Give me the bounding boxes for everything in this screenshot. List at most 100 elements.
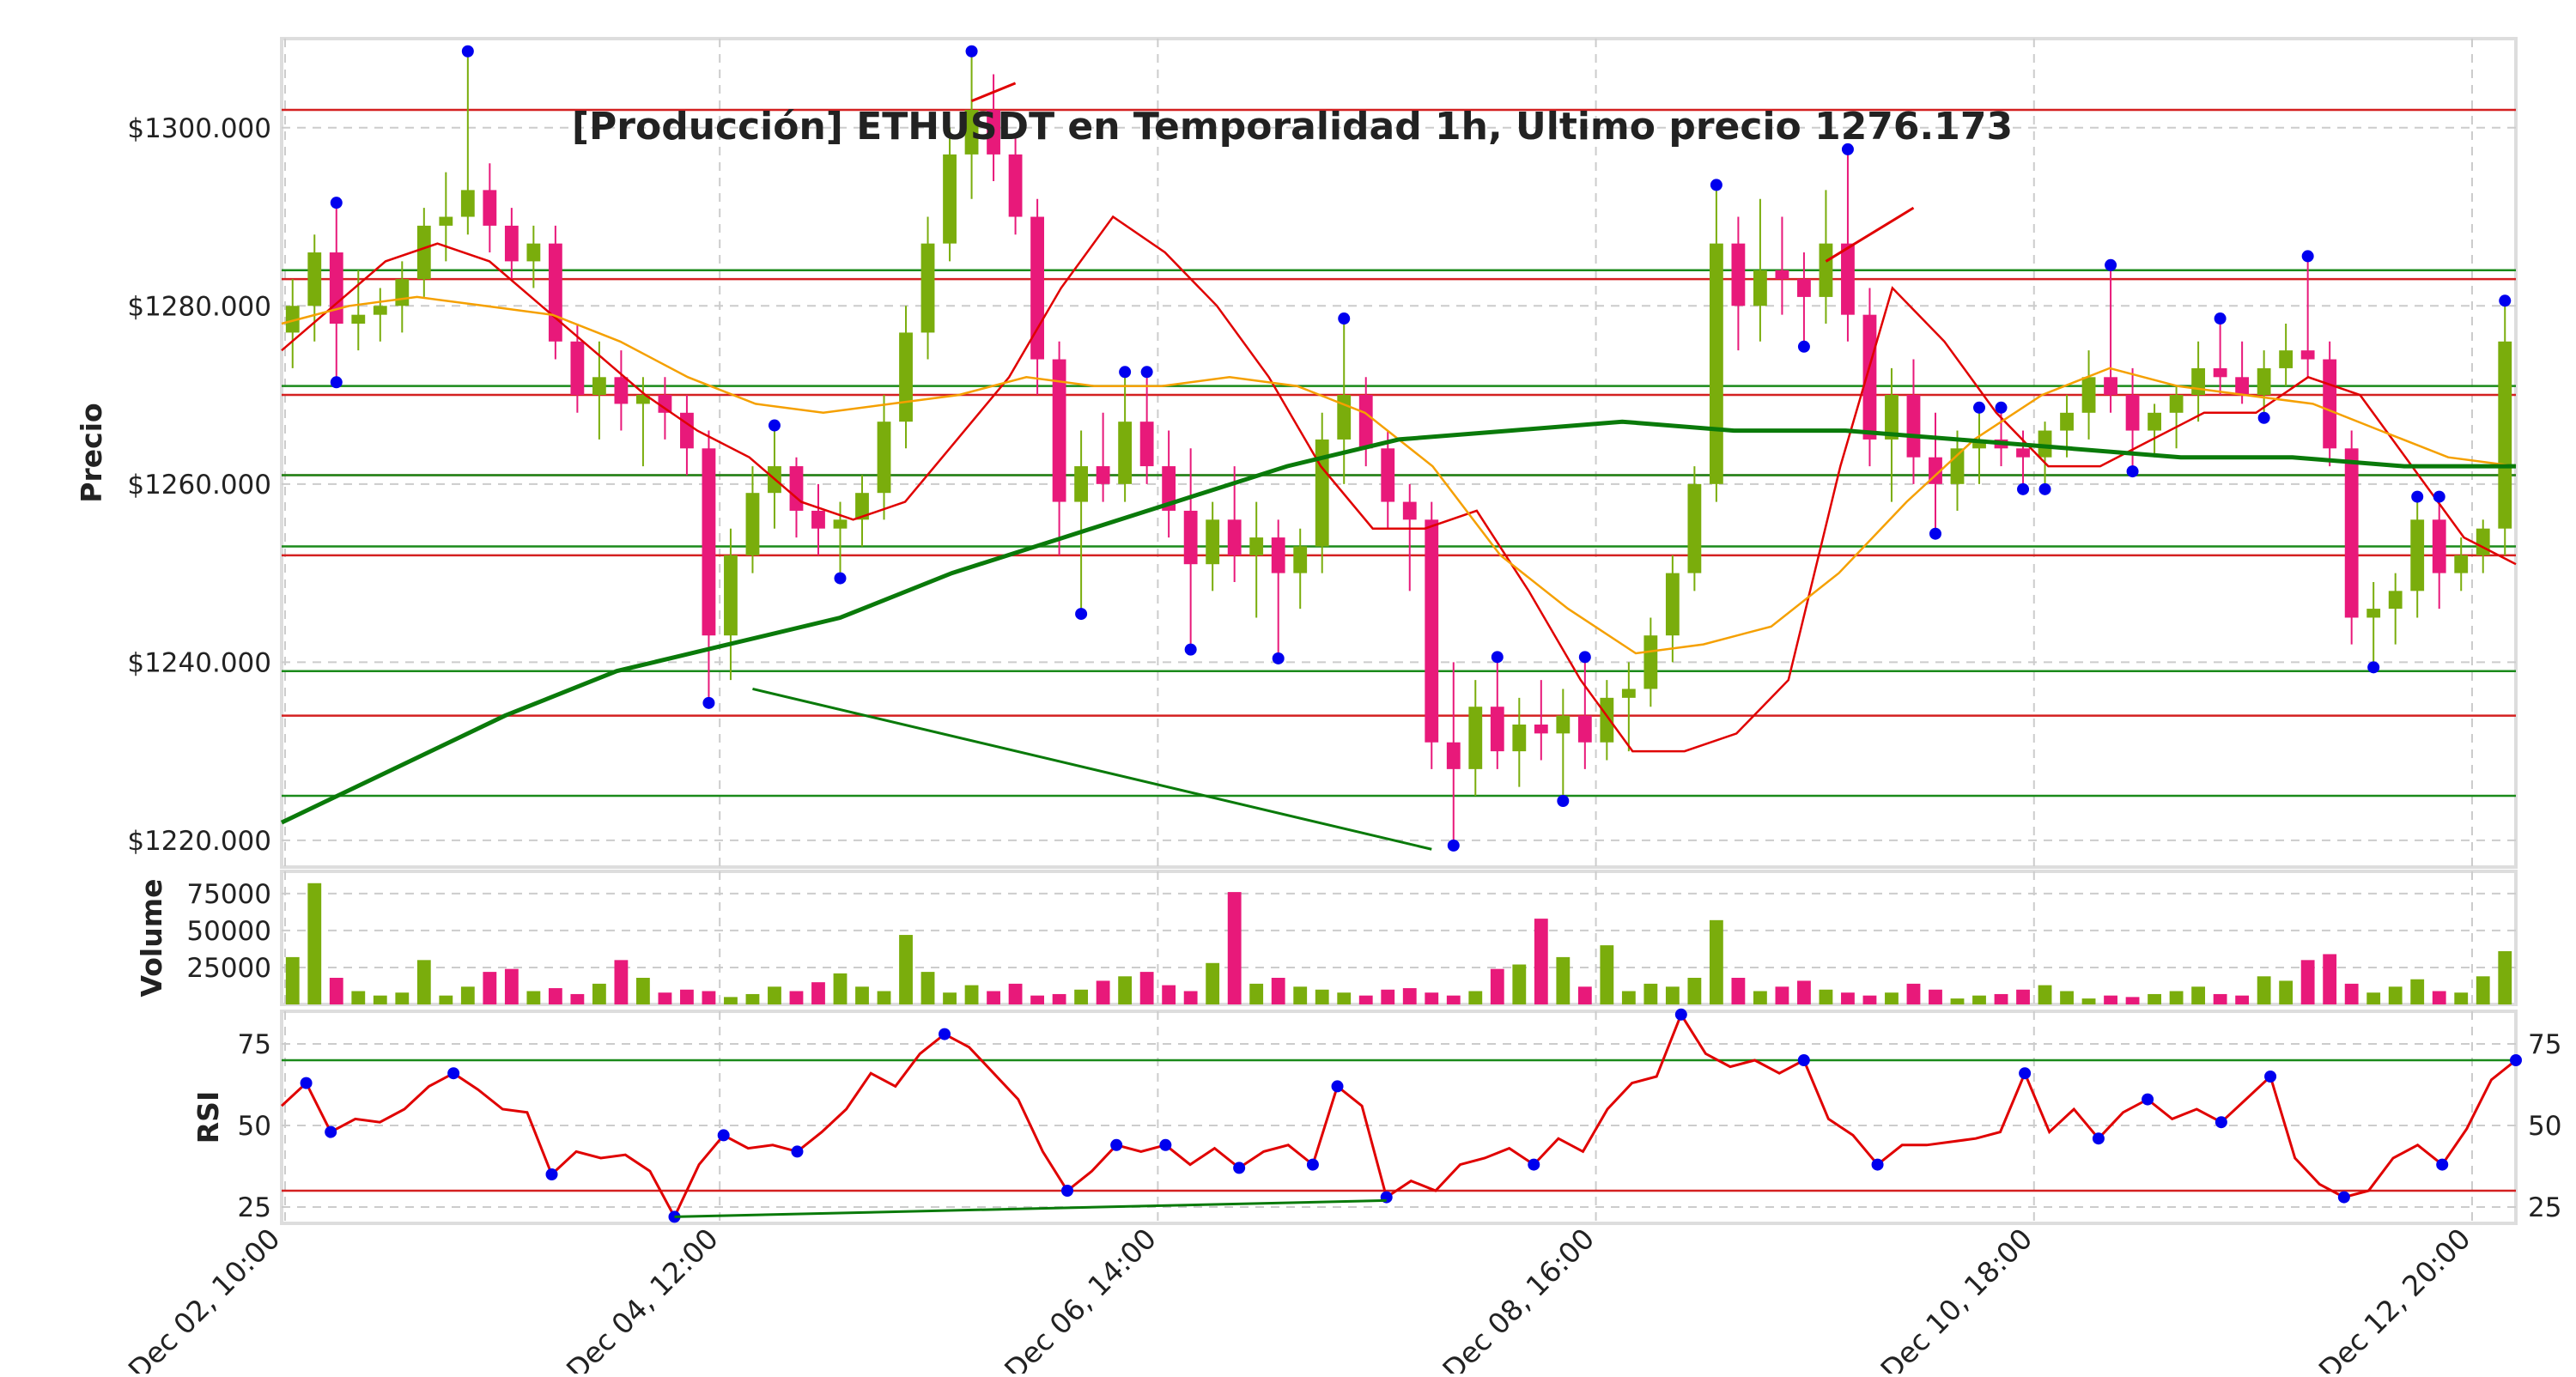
pivot-low-marker (1075, 608, 1088, 621)
candle-body (1819, 243, 1833, 297)
candle-body (2410, 519, 2425, 591)
candle-body (2454, 555, 2469, 573)
candle-body (855, 493, 869, 520)
candle-body (329, 252, 343, 325)
volume-bar (592, 983, 606, 1004)
volume-bar (1906, 983, 1921, 1004)
candle-body (2344, 448, 2359, 618)
volume-bar (2432, 991, 2446, 1004)
candle-body (1556, 715, 1571, 734)
rsi-pivot-marker (2142, 1093, 2154, 1106)
pivot-low-marker (1272, 652, 1285, 664)
candle-body (483, 190, 497, 226)
volume-bar (964, 985, 979, 1004)
candle-body (2366, 609, 2381, 618)
volume-bar (1665, 986, 1680, 1004)
candle-body (2125, 395, 2140, 431)
volume-bar (1621, 991, 1636, 1004)
volume-bar (1994, 993, 2008, 1004)
rsi-panel: 25 25 50 50 75 75 RSI (191, 1008, 2561, 1225)
rsi-pivot-marker (447, 1067, 460, 1080)
candle-body (526, 243, 541, 262)
volume-bar (899, 935, 913, 1004)
candle-body (1687, 483, 1702, 573)
pivot-low-marker (2257, 411, 2270, 424)
volume-bar (1139, 972, 1154, 1004)
volume-tick-label: 50000 (186, 916, 271, 947)
volume-bar (2388, 986, 2403, 1004)
candle-body (1885, 395, 1899, 440)
rsi-pivot-marker (2019, 1067, 2032, 1080)
pivot-high-marker (2105, 258, 2117, 271)
price-tick-label: $1240.000 (127, 647, 271, 678)
rsi-tick-label-right: 50 (2528, 1111, 2561, 1142)
panel-frame (280, 37, 2518, 869)
pivot-low-marker (702, 696, 715, 709)
candle-body (1271, 537, 1285, 573)
pivot-high-marker (1140, 366, 1153, 379)
divergence-line (970, 82, 1017, 103)
divergence-line (752, 688, 1432, 851)
rsi-pivot-marker (545, 1168, 558, 1180)
candle-body (1425, 519, 1439, 743)
candle-body (833, 519, 848, 529)
candle-body (1731, 243, 1746, 306)
volume-bar (987, 991, 1000, 1004)
volume-axis-label: Volume (135, 879, 168, 998)
candle-body (811, 510, 825, 529)
candle-body (2191, 367, 2206, 396)
candle-body (2060, 412, 2074, 431)
volume-bar (329, 978, 343, 1004)
volume-bar (2191, 986, 2206, 1004)
candle-body (1797, 279, 1811, 297)
pivot-high-marker (330, 197, 343, 209)
volume-bar (2081, 998, 2096, 1004)
chart-title: [Producción] ETHUSDT en Temporalidad 1h,… (572, 105, 2013, 149)
candle-body (439, 216, 453, 226)
rsi-pivot-marker (2510, 1054, 2522, 1066)
candle-body (2016, 448, 2030, 458)
volume-bar (1819, 989, 1833, 1004)
pivot-high-marker (768, 419, 781, 432)
candle-body (636, 395, 650, 404)
volume-bar (504, 968, 519, 1004)
candle-body (2323, 359, 2337, 449)
rsi-pivot-marker (1159, 1138, 1172, 1151)
candle-body (877, 422, 891, 494)
pivot-high-marker (1578, 651, 1591, 664)
volume-bar (1096, 980, 1110, 1004)
candle-body (658, 395, 672, 413)
volume-bar (745, 993, 760, 1004)
pivot-low-marker (2038, 482, 2051, 495)
volume-bar (1731, 978, 1746, 1004)
candle-body (504, 225, 519, 262)
candle-body (2235, 377, 2250, 396)
candle-body (1096, 466, 1110, 484)
pivot-low-marker (1929, 527, 1941, 540)
candle-body (2476, 528, 2490, 555)
candle-body (395, 279, 410, 306)
candle-body (1227, 519, 1242, 555)
candle-body (2432, 519, 2446, 573)
rsi-pivot-marker (1060, 1185, 1073, 1197)
candle-body (1534, 724, 1548, 734)
volume-bar (2213, 993, 2227, 1004)
volume-bar (2148, 993, 2161, 1004)
candle-body (899, 332, 913, 422)
candle-body (1074, 466, 1089, 502)
candle-body (1665, 573, 1680, 636)
volume-bar (920, 972, 935, 1004)
candle-body (2148, 412, 2161, 431)
price-tick-label: $1220.000 (127, 826, 271, 857)
pivot-low-marker (2367, 661, 2380, 674)
volume-bar (1687, 978, 1702, 1004)
volume-bar (1775, 986, 1789, 1004)
volume-bar (2344, 983, 2359, 1004)
candle-body (1008, 154, 1023, 217)
pivot-high-marker (1710, 179, 1722, 191)
candle-body (1162, 466, 1176, 511)
volume-bar (285, 956, 300, 1004)
candle-body (2038, 430, 2052, 458)
volume-tick-label: 75000 (186, 879, 271, 910)
